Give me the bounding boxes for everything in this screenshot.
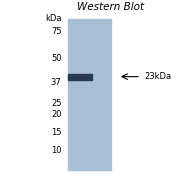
Text: 10: 10 bbox=[51, 146, 61, 155]
Text: 25: 25 bbox=[51, 99, 61, 108]
Text: Western Blot: Western Blot bbox=[77, 2, 144, 12]
Bar bbox=[69, 19, 111, 170]
Text: 15: 15 bbox=[51, 128, 61, 137]
Bar bbox=[69, 74, 92, 80]
Text: 23kDa: 23kDa bbox=[144, 72, 172, 81]
Text: kDa: kDa bbox=[45, 14, 61, 23]
Text: 50: 50 bbox=[51, 54, 61, 63]
Text: 75: 75 bbox=[51, 27, 61, 36]
Text: 20: 20 bbox=[51, 110, 61, 119]
Text: 37: 37 bbox=[51, 78, 61, 87]
